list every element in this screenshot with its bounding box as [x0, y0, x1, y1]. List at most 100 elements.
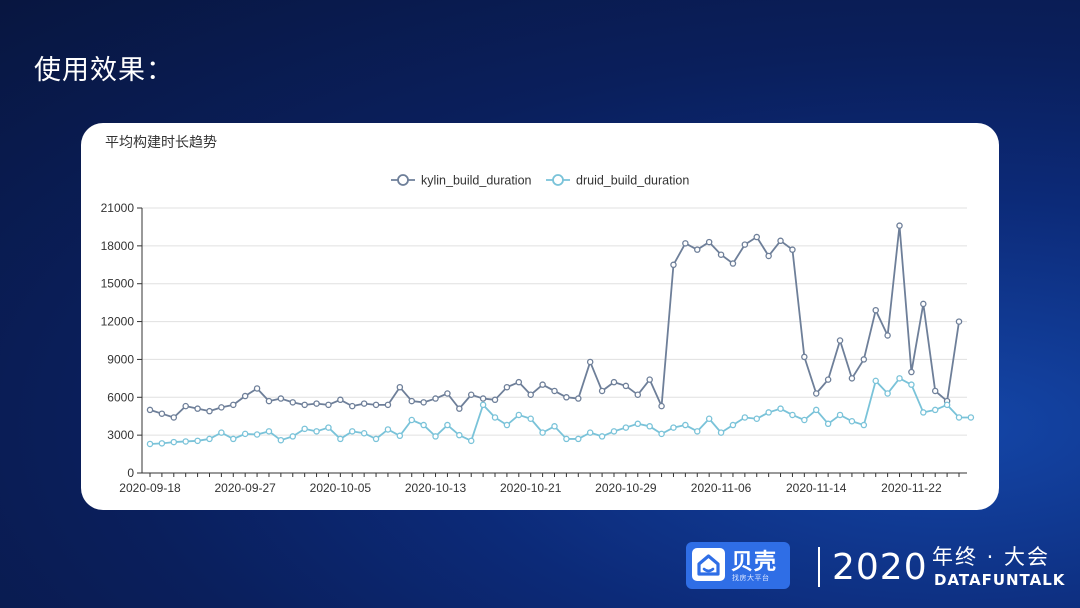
data-point [456, 405, 463, 412]
data-point [920, 409, 927, 416]
data-point [265, 428, 273, 435]
data-point [682, 421, 689, 429]
data-point [503, 421, 511, 429]
data-point [824, 376, 832, 383]
data-point [729, 260, 737, 267]
data-point [384, 401, 392, 409]
event-year: 2020 [832, 547, 928, 588]
data-point [218, 404, 225, 411]
data-point [598, 433, 606, 440]
data-point [575, 435, 582, 443]
data-point [396, 383, 404, 391]
data-point [420, 421, 427, 429]
x-tick-label: 2020-09-27 [214, 481, 276, 495]
x-tick-label: 2020-11-06 [691, 481, 752, 495]
data-point [563, 435, 570, 443]
data-point [967, 414, 975, 421]
chart-card: 平均构建时长趋势 0 3000 6000 9000 12000 15000 18000 210… [81, 123, 999, 510]
data-point [872, 306, 879, 314]
data-point [812, 390, 820, 397]
data-point [551, 423, 558, 430]
data-point [717, 429, 725, 436]
x-tick-label: 2020-10-21 [500, 481, 562, 495]
data-point [241, 430, 249, 438]
data-point [741, 414, 749, 421]
brand-tagline: 找房大平台 [732, 574, 770, 582]
data-point [253, 431, 261, 438]
y-tick-label: 0 [127, 466, 134, 480]
data-point [777, 237, 784, 245]
data-point [289, 433, 297, 440]
data-point [848, 375, 856, 382]
data-point [955, 414, 963, 421]
data-point [848, 418, 856, 425]
data-point [182, 438, 189, 445]
slide-title: 使用效果： [34, 55, 174, 86]
legend-swatch-marker [552, 174, 564, 186]
brand-name: 贝壳 [731, 550, 778, 575]
data-point [348, 428, 356, 435]
data-point [515, 378, 523, 386]
y-tick-label: 9000 [107, 352, 134, 366]
data-point [753, 233, 761, 241]
data-point [670, 424, 677, 431]
data-point [313, 400, 320, 407]
data-point [372, 401, 380, 409]
data-point [479, 401, 487, 409]
data-point [563, 394, 570, 401]
event-name: 年终 · 大会 [932, 545, 1051, 569]
data-point [598, 387, 606, 395]
data-point [372, 435, 380, 443]
data-point [182, 402, 189, 410]
data-point [717, 251, 725, 258]
data-point [241, 392, 249, 400]
y-tick-label: 18000 [101, 239, 135, 253]
data-point [515, 411, 523, 419]
x-tick-label: 2020-11-22 [881, 481, 942, 495]
data-point [836, 337, 844, 344]
data-point [194, 405, 201, 412]
data-point [670, 261, 677, 269]
data-point [908, 368, 915, 376]
data-point [777, 405, 784, 412]
data-point [729, 421, 737, 429]
legend-label: kylin_build_duration [421, 174, 532, 188]
data-point [491, 414, 499, 421]
data-point [444, 390, 451, 397]
data-point [194, 437, 201, 445]
data-point [931, 387, 939, 395]
data-point [931, 406, 939, 414]
data-point [634, 420, 642, 428]
data-point [170, 438, 178, 446]
data-point [610, 378, 618, 386]
y-tick-label: 21000 [101, 201, 135, 215]
data-point [348, 402, 356, 410]
data-point [325, 424, 332, 431]
data-point [789, 411, 796, 419]
y-tick-label: 15000 [101, 277, 135, 291]
house-icon [692, 548, 725, 581]
data-point [741, 241, 749, 248]
data-point [539, 429, 546, 436]
data-point [539, 381, 546, 388]
y-tick-label: 3000 [107, 428, 134, 442]
data-point [860, 356, 868, 363]
data-point [325, 401, 332, 409]
data-point [586, 358, 594, 366]
data-point [432, 433, 439, 440]
data-point [479, 395, 487, 402]
data-point [218, 429, 225, 436]
x-tick-label: 2020-11-14 [786, 481, 847, 495]
data-point [146, 440, 154, 448]
data-point [658, 402, 665, 410]
series-line-druid_build_duration [149, 377, 971, 445]
data-point [801, 353, 808, 361]
data-point [896, 222, 903, 229]
data-point [646, 376, 653, 383]
data-point [253, 385, 261, 392]
data-point [872, 377, 879, 385]
data-point [705, 238, 713, 246]
chart-title: 平均构建时长趋势 [105, 135, 217, 151]
footer-divider [818, 547, 820, 587]
data-point [432, 395, 439, 402]
